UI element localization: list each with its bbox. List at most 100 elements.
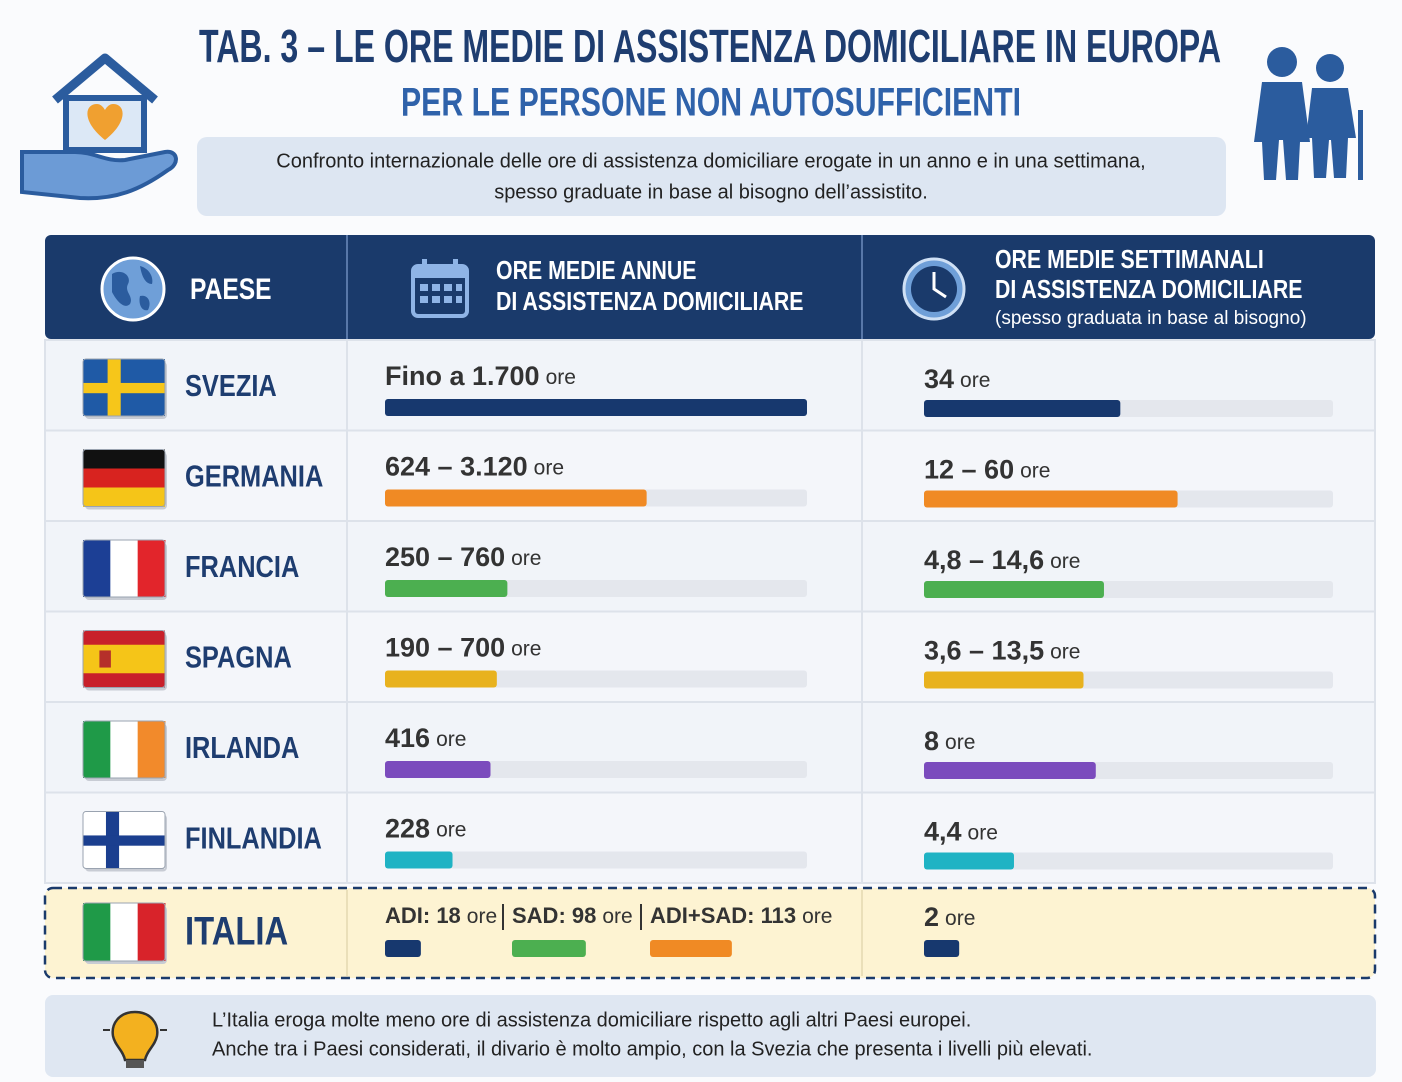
flag-emblem xyxy=(99,650,111,668)
description-box xyxy=(197,137,1226,216)
column-header: DI ASSISTENZA DOMICILIARE xyxy=(496,287,803,317)
elderly-icon xyxy=(1254,47,1363,180)
unit: ore xyxy=(511,637,541,660)
flag xyxy=(82,358,167,419)
value-text: 4,8 – 14,6 ore xyxy=(924,545,1080,575)
value-text: 34 ore xyxy=(924,364,990,394)
value-text: 3,6 – 13,5 ore xyxy=(924,636,1080,666)
country-name: FINLANDIA xyxy=(185,821,322,856)
value-text: 2 ore xyxy=(924,902,975,932)
unit: ore xyxy=(546,366,576,389)
value-text: 228 ore xyxy=(385,814,466,844)
unit: ore xyxy=(602,905,632,928)
table-row: FRANCIA 250 – 760 ore 4,8 – 14,6 ore xyxy=(44,520,1376,613)
flag-border xyxy=(82,630,166,688)
value: 4,4 xyxy=(924,817,962,847)
value: ADI: 18 xyxy=(385,903,461,928)
unit: ore xyxy=(802,905,832,928)
value: 190 – 700 xyxy=(385,633,505,663)
flag-stripe xyxy=(110,721,139,778)
value: 3,6 – 13,5 xyxy=(924,636,1044,666)
country-name: ITALIA xyxy=(185,908,288,953)
unit: ore xyxy=(945,907,975,930)
value: 416 xyxy=(385,723,430,753)
value-text: SAD: 98 ore xyxy=(512,903,633,928)
flag-border xyxy=(82,358,166,417)
bar xyxy=(924,400,1121,417)
bar xyxy=(385,761,491,778)
value-text: Fino a 1.700 ore xyxy=(385,361,576,391)
bar xyxy=(650,940,732,957)
column-header: ORE MEDIE ANNUE xyxy=(496,256,697,286)
value-text: 190 – 700 ore xyxy=(385,633,541,663)
unit: ore xyxy=(511,547,541,570)
flag-stripe xyxy=(83,468,165,488)
value: ADI+SAD: 113 xyxy=(650,903,796,928)
bar xyxy=(385,670,497,688)
flag xyxy=(82,902,167,964)
bar xyxy=(924,490,1178,508)
flag-stripe xyxy=(83,903,111,961)
value: 2 xyxy=(924,902,939,932)
flag-stripe xyxy=(83,487,165,507)
italia-background xyxy=(43,886,1377,980)
bar xyxy=(385,580,508,597)
flag xyxy=(82,720,167,781)
clock-icon xyxy=(902,257,966,321)
subtitle: PER LE PERSONE NON AUTOSUFFICIENTI xyxy=(401,81,1021,125)
country-name: GERMANIA xyxy=(185,459,323,494)
bar xyxy=(385,399,807,416)
value: 34 xyxy=(924,364,954,394)
unit: ore xyxy=(960,369,990,392)
value-text: 8 ore xyxy=(924,726,975,756)
note-box xyxy=(45,995,1376,1077)
bar xyxy=(924,852,1014,870)
flag-border xyxy=(82,720,166,779)
flag-cross xyxy=(83,835,165,846)
bar xyxy=(512,940,586,957)
flag-stripe xyxy=(83,721,111,778)
unit: ore xyxy=(945,731,975,754)
unit: ore xyxy=(436,728,466,751)
flag-stripe xyxy=(137,721,166,778)
flag xyxy=(82,449,167,510)
flag-stripe xyxy=(110,540,139,597)
flag xyxy=(82,630,167,691)
flag-stripe xyxy=(137,903,166,961)
bar xyxy=(385,851,453,869)
flag-stripe xyxy=(110,903,139,961)
value: SAD: 98 xyxy=(512,903,596,928)
bar-track xyxy=(924,852,1333,870)
description: spesso graduate in base al bisogno dell’… xyxy=(494,181,928,203)
home-care-icon xyxy=(20,53,178,201)
bar xyxy=(385,489,647,507)
bulb-icon xyxy=(103,1010,167,1068)
bar xyxy=(924,940,960,957)
flag-stripe xyxy=(83,449,165,469)
flag-stripe xyxy=(83,540,111,597)
value-text: 250 – 760 ore xyxy=(385,542,541,572)
title: TAB. 3 – LE ORE MEDIE DI ASSISTENZA DOMI… xyxy=(199,20,1221,72)
unit: ore xyxy=(1050,550,1080,573)
table-row: SVEZIA Fino a 1.700 ore 34 ore xyxy=(44,339,1376,432)
column-header: DI ASSISTENZA DOMICILIARE xyxy=(995,275,1302,305)
table-row: GERMANIA 624 – 3.120 ore 12 – 60 ore xyxy=(44,429,1376,522)
column-note: (spesso graduata in base al bisogno) xyxy=(995,308,1307,329)
column-header: PAESE xyxy=(190,272,272,306)
description: Confronto internazionale delle ore di as… xyxy=(276,150,1145,172)
flag-border xyxy=(82,449,166,507)
bar-track xyxy=(385,851,807,869)
unit: ore xyxy=(1050,640,1080,663)
value-text: ADI: 18 ore xyxy=(385,903,497,928)
value: 8 xyxy=(924,726,939,756)
flag xyxy=(82,811,167,872)
table-row: SPAGNA 190 – 700 ore 3,6 – 13,5 ore xyxy=(44,610,1376,703)
value-text: 416 ore xyxy=(385,723,466,753)
unit: ore xyxy=(436,818,466,841)
value-text: 12 – 60 ore xyxy=(924,455,1050,485)
note-text: L’Italia eroga molte meno ore di assiste… xyxy=(212,1009,971,1031)
flag-stripe xyxy=(83,644,165,674)
flag-cross xyxy=(83,382,165,394)
